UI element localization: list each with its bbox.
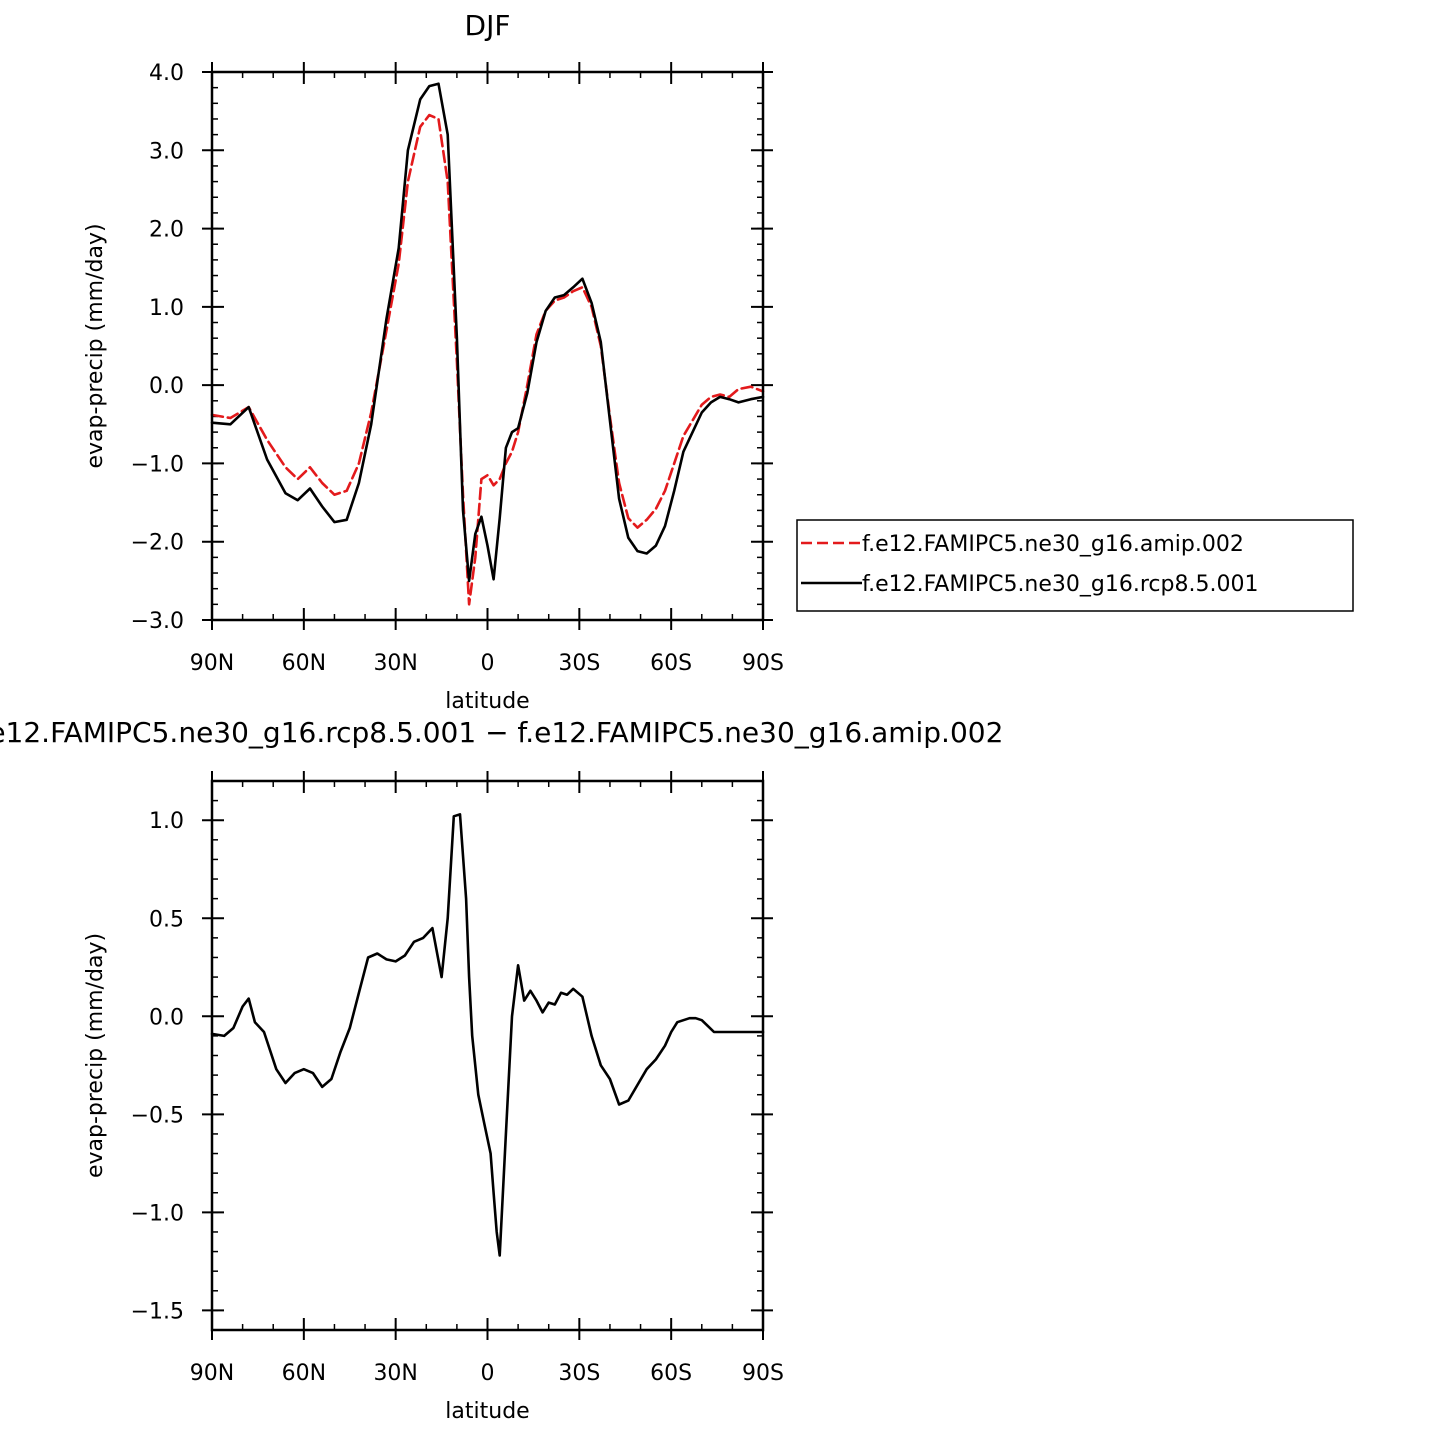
panels: DJF 90N 60N 30N 0 30S 60S 90S −3.0 −2.0 −1.0 0.0 1.0… xyxy=(0,9,1354,1424)
y-tick-label: 0.0 xyxy=(149,1005,184,1030)
y-axis-title: evap-precip (mm/day) xyxy=(83,223,108,468)
y-tick-label: −3.0 xyxy=(131,609,184,634)
chart-panel-2: f.e12.FAMIPC5.ne30_g16.rcp8.5.001 − f.e1… xyxy=(0,716,1003,1424)
x-axis-title: latitude xyxy=(445,689,529,714)
x-tick-label: 60S xyxy=(650,651,692,676)
y-tick-label: −2.0 xyxy=(131,531,184,556)
legend-label: f.e12.FAMIPC5.ne30_g16.amip.002 xyxy=(862,532,1244,557)
y-tick-label: 1.0 xyxy=(149,809,184,834)
y-tick-label: 0.0 xyxy=(149,374,184,399)
y-tick-label: −1.0 xyxy=(131,452,184,477)
y-tick-label: 1.0 xyxy=(149,296,184,321)
series-line-1 xyxy=(210,113,765,606)
chart-title: DJF xyxy=(465,9,511,42)
y-tick-label: −1.5 xyxy=(131,1299,184,1324)
x-tick-label: 60S xyxy=(650,1361,692,1386)
chart-title: f.e12.FAMIPC5.ne30_g16.rcp8.5.001 − f.e1… xyxy=(0,716,1003,749)
legend-label: f.e12.FAMIPC5.ne30_g16.rcp8.5.001 xyxy=(862,572,1258,597)
x-tick-label: 30S xyxy=(558,1361,600,1386)
x-tick-label: 30N xyxy=(373,651,417,676)
plot-frame xyxy=(210,779,765,1332)
chart-panel-1: DJF 90N 60N 30N 0 30S 60S 90S −3.0 −2.0 −1.0 0.0 1.0… xyxy=(83,9,1354,714)
y-axis-title: evap-precip (mm/day) xyxy=(83,933,108,1178)
x-tick-label: 30N xyxy=(373,1361,417,1386)
plot-frame xyxy=(210,70,765,622)
x-tick-label: 60N xyxy=(282,1361,326,1386)
x-tick-label: 30S xyxy=(558,651,600,676)
x-tick-label: 60N xyxy=(282,651,326,676)
x-tick-label: 90N xyxy=(190,651,234,676)
x-tick-label: 90S xyxy=(742,1361,784,1386)
x-tick-label: 90S xyxy=(742,651,784,676)
series-line-1 xyxy=(210,812,765,1257)
x-tick-label: 0 xyxy=(481,1361,495,1386)
series-line-2 xyxy=(210,82,765,583)
y-tick-label: −1.0 xyxy=(131,1201,184,1226)
y-tick-label: 2.0 xyxy=(149,218,184,243)
y-tick-label: −0.5 xyxy=(131,1103,184,1128)
y-tick-label: 0.5 xyxy=(149,907,184,932)
y-tick-label: 3.0 xyxy=(149,139,184,164)
x-tick-label: 0 xyxy=(481,651,495,676)
legend: f.e12.FAMIPC5.ne30_g16.amip.002 f.e12.FAM… xyxy=(796,519,1354,612)
x-axis-title: latitude xyxy=(445,1399,529,1424)
legend-box xyxy=(796,519,1354,612)
x-tick-label: 90N xyxy=(190,1361,234,1386)
y-tick-label: 4.0 xyxy=(149,61,184,86)
